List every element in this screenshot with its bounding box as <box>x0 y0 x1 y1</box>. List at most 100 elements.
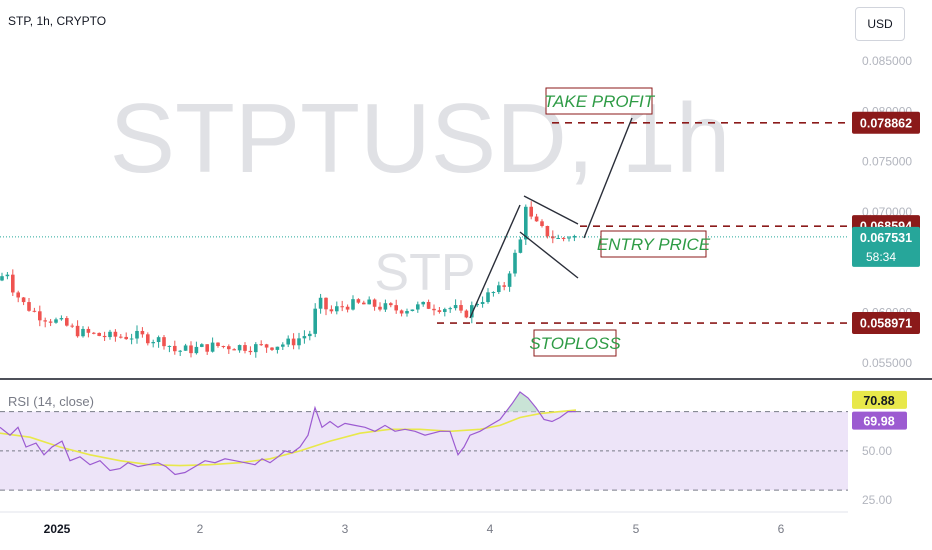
candle-body <box>205 344 209 352</box>
rsi-ma-tag[interactable] <box>852 390 907 409</box>
bar-countdown: 58:34 <box>866 250 896 264</box>
take-profit-price-tag[interactable] <box>852 111 920 134</box>
rsi-overbought-fill <box>506 392 540 412</box>
candle-body <box>540 221 544 226</box>
candle-body <box>129 338 134 340</box>
candle-body <box>286 338 290 345</box>
candle-body <box>183 345 188 351</box>
candle-body <box>135 330 139 339</box>
candle-body <box>421 301 425 305</box>
time-tick-label: 4 <box>487 522 494 536</box>
candle-body <box>21 297 26 303</box>
candle-body <box>200 344 204 347</box>
price-tick-label: 0.075000 <box>862 155 912 169</box>
rsi-title[interactable]: RSI (14, close) <box>8 394 94 409</box>
candle-body <box>470 305 474 318</box>
candle-body <box>70 325 74 327</box>
candle-body <box>237 345 242 351</box>
candle-body <box>443 309 447 312</box>
candle-body <box>362 302 366 305</box>
candle-body <box>5 274 10 277</box>
candle-body <box>340 306 344 308</box>
candle-body <box>32 310 37 312</box>
time-tick-label: 5 <box>633 522 640 536</box>
candle-body <box>281 344 285 347</box>
candle-body <box>65 318 69 326</box>
entry-price-label-box[interactable] <box>600 230 707 258</box>
time-tick-label: 2025 <box>44 522 71 536</box>
candle-body <box>356 299 361 303</box>
candle-body <box>389 303 393 306</box>
currency-button[interactable]: USD <box>855 7 905 41</box>
candle-body <box>146 334 150 344</box>
rsi-line <box>0 391 576 476</box>
candle-body <box>367 299 371 305</box>
candle-body <box>464 310 469 318</box>
rsi-tick-label: 50.00 <box>862 444 892 458</box>
candle-body <box>151 342 155 344</box>
time-tick-label: 3 <box>342 522 349 536</box>
candle-body <box>426 301 431 309</box>
entry-price-label: ENTRY PRICE <box>597 235 711 254</box>
candle-body <box>264 344 269 348</box>
current-price-tag[interactable] <box>852 226 920 267</box>
candle-body <box>173 345 177 352</box>
candle-body <box>378 306 382 310</box>
candle-body <box>194 346 199 354</box>
candle-body <box>97 332 101 336</box>
candle-body <box>437 310 442 312</box>
candle-body <box>119 336 123 338</box>
candle-body <box>513 252 517 274</box>
candle-body <box>399 310 404 314</box>
candle-body <box>243 345 247 351</box>
candle-body <box>318 297 323 309</box>
candle-body <box>308 333 312 337</box>
stoploss-label-box[interactable] <box>533 329 617 357</box>
candle-body <box>545 225 550 237</box>
candle-body <box>329 309 334 312</box>
candle-body <box>259 344 263 346</box>
candle-body <box>270 347 274 350</box>
price-tick-label: 0.055000 <box>862 356 912 370</box>
candle-body <box>567 237 571 239</box>
candle-body <box>556 238 560 240</box>
price-tick-label: 0.085000 <box>862 54 912 68</box>
candle-body <box>0 276 4 281</box>
trendline[interactable] <box>519 231 579 279</box>
candle-body <box>410 309 415 312</box>
candle-series <box>0 201 577 358</box>
candle-body <box>335 306 339 312</box>
current-price-text: 0.067531 <box>860 231 912 245</box>
time-axis[interactable]: 2025 2 3 4 5 6 <box>44 522 785 536</box>
take-profit-label: TAKE PROFIT <box>544 92 656 111</box>
time-tick-label: 2 <box>197 522 204 536</box>
trendline[interactable] <box>523 195 579 225</box>
candle-body <box>254 344 258 353</box>
stoploss-price-tag[interactable] <box>852 312 920 335</box>
candle-body <box>491 292 496 294</box>
candle-body <box>534 216 539 222</box>
take-profit-label-box[interactable] <box>545 87 653 115</box>
rsi-value-tag[interactable] <box>852 411 907 430</box>
candle-body <box>27 302 31 311</box>
trendline[interactable] <box>583 117 633 239</box>
candle-body <box>86 328 91 333</box>
candle-body <box>216 342 220 347</box>
candle-body <box>102 335 107 338</box>
candle-body <box>221 346 226 348</box>
trendline[interactable] <box>469 204 521 319</box>
candle-body <box>54 319 58 323</box>
candle-body <box>297 338 301 346</box>
candle-body <box>81 328 85 337</box>
candle-body <box>48 321 53 323</box>
candle-body <box>210 342 215 352</box>
candle-body <box>108 331 112 338</box>
candle-body <box>324 297 328 310</box>
candle-body <box>11 274 15 293</box>
rsi-tick-label: 25.00 <box>862 493 892 507</box>
candle-body <box>232 349 236 351</box>
symbol-info[interactable]: STP, 1h, CRYPTO <box>8 14 107 28</box>
stoploss-price-tag-text: 0.058971 <box>860 317 912 331</box>
candle-body <box>416 304 420 310</box>
